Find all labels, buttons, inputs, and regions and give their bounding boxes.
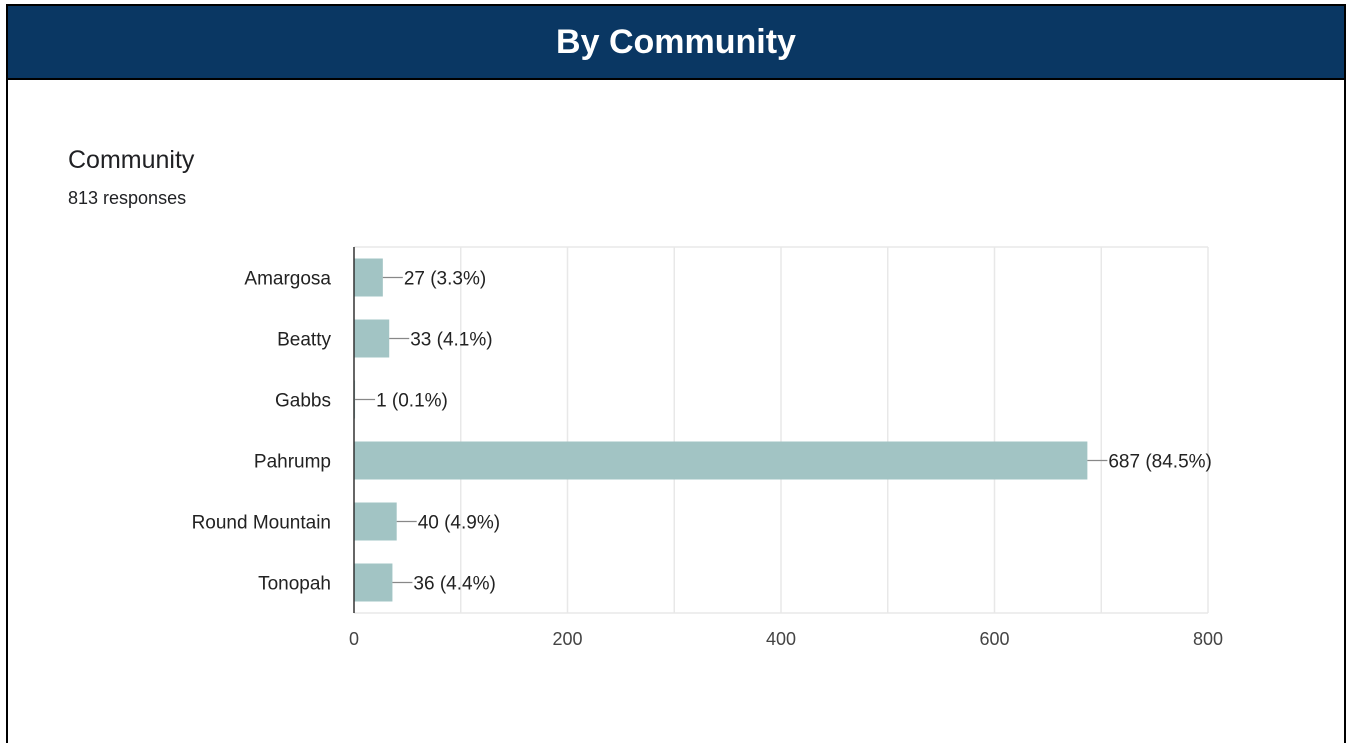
data-label: 36 (4.4%) <box>413 574 495 595</box>
x-tick-label: 200 <box>552 629 582 649</box>
section-banner: By Community <box>8 6 1344 80</box>
category-label: Round Mountain <box>192 513 331 534</box>
category-label: Gabbs <box>275 391 331 412</box>
x-tick-label: 800 <box>1193 629 1223 649</box>
bar <box>354 319 390 358</box>
x-tick-label: 600 <box>979 629 1009 649</box>
data-label: 40 (4.9%) <box>418 513 500 534</box>
banner-title: By Community <box>556 22 796 61</box>
x-tick-label: 400 <box>766 629 796 649</box>
question-title: Community <box>68 146 195 174</box>
bar <box>354 441 1088 480</box>
x-tick-label: 0 <box>349 629 359 649</box>
chart-panel: By Community Community 813 responses <box>6 4 1346 743</box>
data-label: 33 (4.1%) <box>410 330 492 351</box>
bar <box>354 563 393 602</box>
bar <box>354 502 397 541</box>
data-label: 1 (0.1%) <box>376 391 448 412</box>
category-label: Beatty <box>277 330 331 351</box>
data-label: 27 (3.3%) <box>404 269 486 290</box>
response-count: 813 responses <box>68 188 187 208</box>
data-label: 687 (84.5%) <box>1108 452 1212 473</box>
category-label: Pahrump <box>254 452 331 473</box>
category-label: Amargosa <box>244 269 331 290</box>
category-label: Tonopah <box>258 574 331 595</box>
bar <box>354 258 383 297</box>
